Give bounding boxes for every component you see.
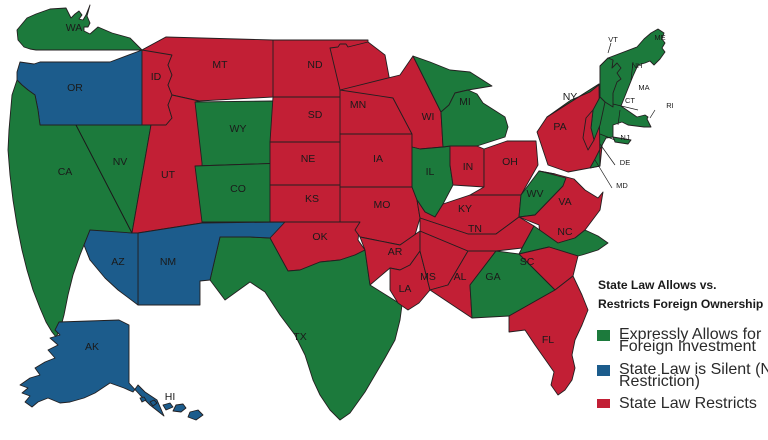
svg-text:MO: MO	[374, 199, 391, 211]
svg-text:RI: RI	[666, 101, 674, 110]
svg-text:ND: ND	[307, 59, 323, 71]
svg-text:NE: NE	[301, 153, 316, 165]
svg-text:FL: FL	[542, 334, 554, 346]
svg-text:NJ: NJ	[620, 133, 629, 142]
svg-text:KY: KY	[458, 203, 472, 215]
svg-text:IA: IA	[373, 153, 383, 165]
svg-text:OH: OH	[502, 156, 518, 168]
svg-text:State Law Restricts: State Law Restricts	[619, 395, 757, 412]
svg-text:AR: AR	[388, 246, 403, 258]
svg-text:MS: MS	[420, 271, 436, 283]
svg-text:AL: AL	[454, 271, 467, 283]
svg-text:OR: OR	[67, 82, 83, 94]
svg-text:NH: NH	[632, 61, 643, 70]
svg-text:Restriction): Restriction)	[619, 373, 700, 390]
svg-text:State Law Allows vs.: State Law Allows vs.	[598, 278, 717, 292]
svg-text:MI: MI	[459, 96, 471, 108]
svg-text:LA: LA	[399, 283, 412, 295]
svg-text:SD: SD	[308, 109, 323, 121]
svg-text:WI: WI	[422, 111, 435, 123]
svg-text:SC: SC	[520, 256, 535, 268]
svg-text:MD: MD	[616, 181, 628, 190]
svg-text:MT: MT	[212, 59, 228, 71]
svg-text:MN: MN	[350, 99, 366, 111]
svg-text:HI: HI	[165, 391, 176, 403]
svg-text:Foreign Investment: Foreign Investment	[619, 338, 757, 355]
svg-text:OK: OK	[312, 231, 327, 243]
svg-text:VA: VA	[558, 196, 571, 208]
svg-text:NC: NC	[557, 226, 573, 238]
svg-text:VT: VT	[608, 35, 618, 44]
svg-text:WY: WY	[230, 123, 247, 135]
svg-text:NM: NM	[160, 256, 176, 268]
svg-text:ME: ME	[654, 33, 665, 42]
svg-text:CA: CA	[58, 166, 73, 178]
svg-text:MA: MA	[638, 83, 649, 92]
svg-text:ID: ID	[151, 71, 162, 83]
svg-text:TX: TX	[293, 331, 306, 343]
svg-text:Restricts Foreign Ownership: Restricts Foreign Ownership	[598, 297, 763, 311]
svg-text:IL: IL	[426, 166, 435, 178]
svg-text:IN: IN	[463, 161, 474, 173]
svg-text:KS: KS	[305, 193, 319, 205]
svg-text:NY: NY	[563, 91, 578, 103]
svg-text:WA: WA	[66, 22, 83, 34]
svg-text:CT: CT	[625, 96, 635, 105]
svg-text:GA: GA	[485, 271, 500, 283]
svg-text:AK: AK	[85, 341, 99, 353]
svg-text:DE: DE	[620, 158, 630, 167]
svg-text:TN: TN	[468, 223, 482, 235]
svg-text:UT: UT	[161, 169, 176, 181]
svg-text:CO: CO	[230, 183, 246, 195]
svg-text:WV: WV	[527, 188, 544, 200]
svg-text:PA: PA	[553, 121, 566, 133]
svg-text:NV: NV	[113, 156, 128, 168]
svg-text:AZ: AZ	[111, 256, 125, 268]
